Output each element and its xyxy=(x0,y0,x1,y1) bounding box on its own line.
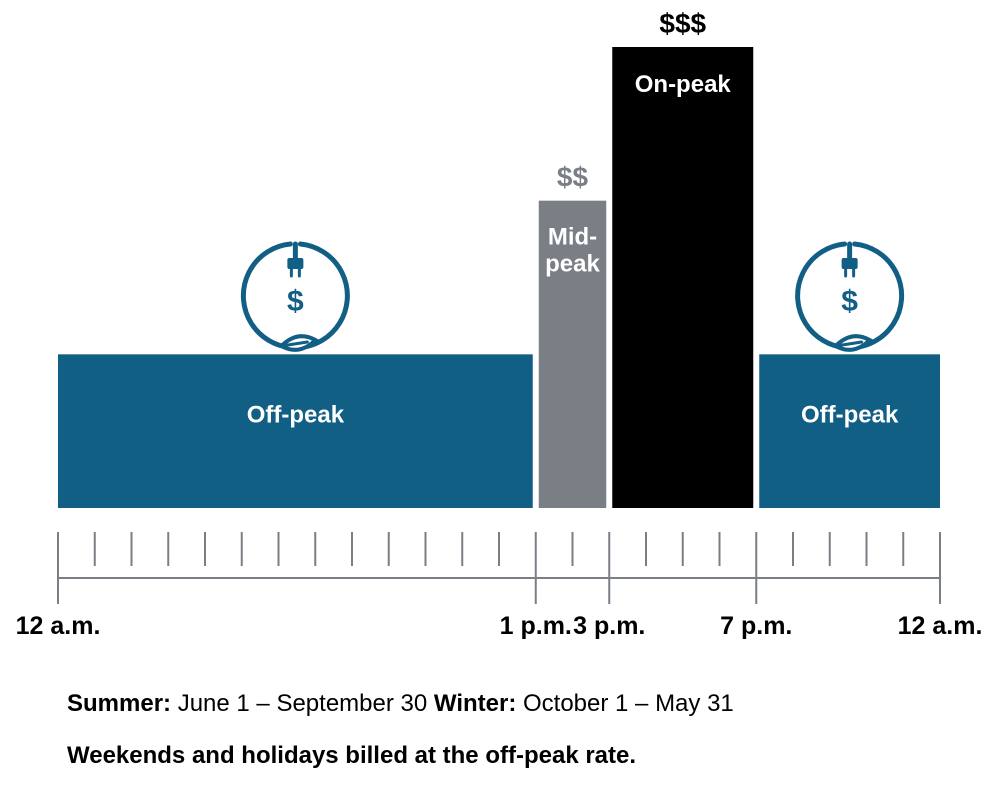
bar-label: Off-peak xyxy=(247,401,345,428)
bar-label: Off-peak xyxy=(801,401,899,428)
price-label: $$$ xyxy=(659,8,706,39)
bar-mid-peak-1 xyxy=(538,200,607,508)
svg-text:$: $ xyxy=(841,285,858,318)
tick-label: 12 a.m. xyxy=(898,612,983,640)
bar-on-peak-2 xyxy=(612,47,754,508)
time-axis: 12 a.m. 1 p.m. 3 p.m. 7 p.m. 12 a.m. xyxy=(16,532,983,640)
tick-label: 12 a.m. xyxy=(16,612,101,640)
winter-label: Winter: xyxy=(433,690,517,717)
svg-text:$: $ xyxy=(287,285,304,318)
bar-off-peak-0 xyxy=(58,354,533,508)
plug-dollar-leaf-icon: $ xyxy=(795,241,905,352)
bar-label: On-peak xyxy=(635,71,732,98)
tou-rate-chart: Off-peak $ Mid-peak $$ On-peak $$$ Off-peak $ 1… xyxy=(16,8,983,640)
weekend-note: Weekends and holidays billed at the off-… xyxy=(67,742,636,770)
weekend-note-text: Weekends and holidays billed at the off-… xyxy=(67,742,637,769)
tick-label: 1 p.m. xyxy=(500,612,572,640)
summer-dates: June 1 – September 30 xyxy=(171,690,434,717)
bar-label: Mid-peak xyxy=(545,224,600,278)
bars-group: Off-peak $ Mid-peak $$ On-peak $$$ Off-peak $ xyxy=(58,8,940,508)
winter-dates: October 1 – May 31 xyxy=(516,690,734,717)
summer-label: Summer: xyxy=(67,690,172,717)
price-label: $$ xyxy=(557,162,589,193)
tick-label: 3 p.m. xyxy=(573,612,645,640)
bar-off-peak-3 xyxy=(759,354,940,508)
tick-label: 7 p.m. xyxy=(720,612,792,640)
plug-dollar-leaf-icon: $ xyxy=(240,241,350,352)
season-dates-line: Summer: June 1 – September 30 Winter: Oc… xyxy=(67,690,734,718)
